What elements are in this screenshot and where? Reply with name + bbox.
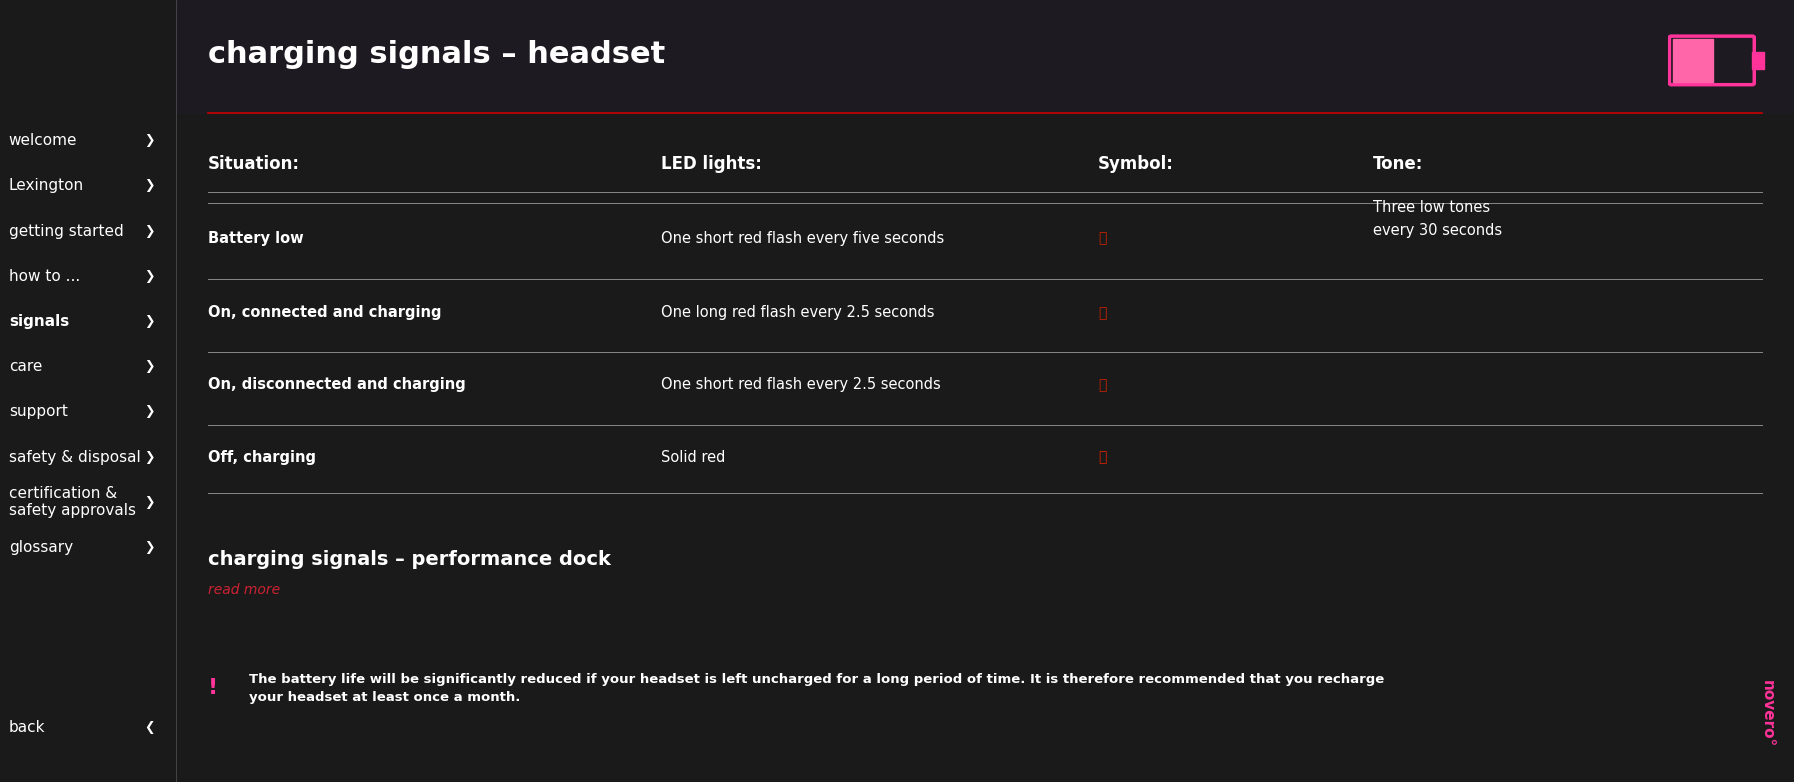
Text: ❯: ❯ [144,179,154,192]
Text: Tone:: Tone: [1372,155,1424,174]
Text: 🔴: 🔴 [1098,306,1107,320]
Text: On, disconnected and charging: On, disconnected and charging [208,377,466,393]
Text: ❯: ❯ [144,224,154,238]
Text: !: ! [208,678,219,698]
Text: read more: read more [208,583,280,597]
Text: One long red flash every 2.5 seconds: One long red flash every 2.5 seconds [662,305,935,321]
Text: ❯: ❯ [144,361,154,373]
Text: One short red flash every 2.5 seconds: One short red flash every 2.5 seconds [662,377,942,393]
Text: safety & disposal: safety & disposal [9,450,140,465]
Text: ❯: ❯ [144,541,154,554]
Text: how to ...: how to ... [9,269,81,284]
Text: ❮: ❮ [144,721,154,734]
Text: ❯: ❯ [144,135,154,147]
Text: Situation:: Situation: [208,155,300,174]
Text: Off, charging: Off, charging [208,450,316,465]
Text: Symbol:: Symbol: [1098,155,1173,174]
Text: 🔴: 🔴 [1098,378,1107,392]
Text: 🔴: 🔴 [1098,231,1107,246]
Text: support: support [9,404,68,419]
Text: glossary: glossary [9,540,74,555]
Text: Lexington: Lexington [9,178,84,193]
Text: charging signals – performance dock: charging signals – performance dock [208,550,612,569]
Text: ❯: ❯ [144,405,154,418]
Text: care: care [9,359,43,374]
Text: ❯: ❯ [144,496,154,509]
Text: ❯: ❯ [144,315,154,328]
Bar [1753,52,1764,69]
Text: Three low tones
every 30 seconds: Three low tones every 30 seconds [1372,200,1502,238]
Text: signals: signals [9,314,68,329]
Bar [1674,39,1713,82]
Text: ❯: ❯ [144,270,154,283]
Text: The battery life will be significantly reduced if your headset is left uncharged: The battery life will be significantly r… [249,673,1383,704]
Bar [176,0,1794,113]
Text: novero°: novero° [1760,680,1774,747]
Text: charging signals – headset: charging signals – headset [208,40,666,70]
Text: certification &
safety approvals: certification & safety approvals [9,486,136,518]
Text: On, connected and charging: On, connected and charging [208,305,441,321]
Text: back: back [9,719,45,735]
Text: welcome: welcome [9,133,77,149]
Text: Battery low: Battery low [208,231,303,246]
Text: LED lights:: LED lights: [662,155,762,174]
Text: Solid red: Solid red [662,450,725,465]
Text: ❯: ❯ [144,450,154,464]
Text: getting started: getting started [9,224,124,239]
Text: One short red flash every five seconds: One short red flash every five seconds [662,231,944,246]
Text: 🔴: 🔴 [1098,450,1107,465]
